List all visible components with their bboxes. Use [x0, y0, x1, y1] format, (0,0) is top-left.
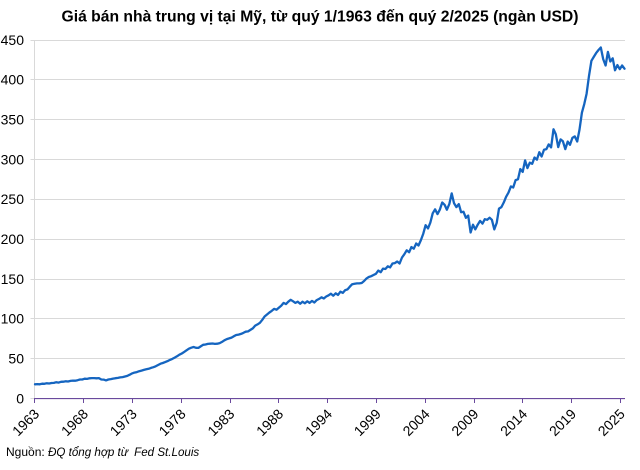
svg-text:200: 200 [1, 231, 25, 247]
svg-text:300: 300 [1, 151, 25, 167]
svg-text:50: 50 [8, 351, 24, 367]
svg-text:400: 400 [1, 72, 25, 88]
svg-text:450: 450 [1, 32, 25, 48]
svg-text:150: 150 [1, 271, 25, 287]
svg-text:100: 100 [1, 311, 25, 327]
svg-text:0: 0 [16, 390, 24, 406]
svg-text:Giá bán nhà trung vị tại Mỹ, t: Giá bán nhà trung vị tại Mỹ, từ quý 1/19… [62, 8, 579, 25]
svg-text:250: 250 [1, 191, 25, 207]
svg-text:350: 350 [1, 112, 25, 128]
